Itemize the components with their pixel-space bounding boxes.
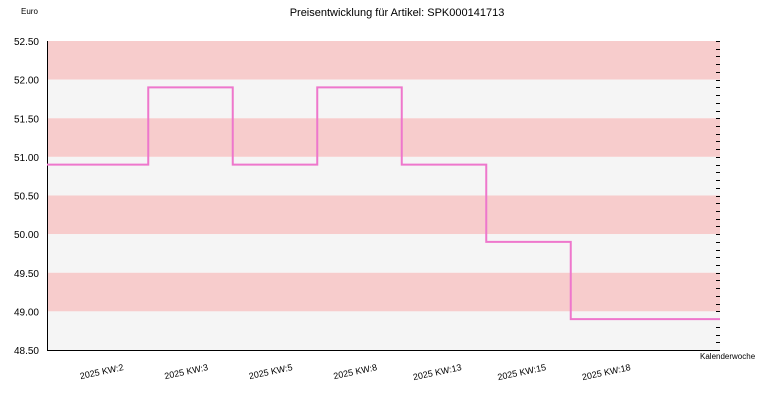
background-band bbox=[47, 118, 720, 157]
x-axis-label: Kalenderwoche bbox=[700, 352, 756, 361]
background-band bbox=[47, 41, 720, 80]
y-axis-label: Euro bbox=[21, 7, 38, 16]
x-tick-label: 2025 KW:13 bbox=[412, 362, 462, 382]
series-line bbox=[47, 86, 720, 321]
x-tick-label: 2025 KW:15 bbox=[497, 362, 547, 382]
chart-title: Preisentwicklung für Artikel: SPK0001417… bbox=[290, 7, 505, 19]
axes bbox=[47, 41, 720, 351]
y-tick-label: 49.50 bbox=[14, 269, 39, 280]
y-tick-label: 50.00 bbox=[14, 230, 39, 241]
y-tick-label: 50.50 bbox=[14, 192, 39, 203]
y-tick-label: 52.00 bbox=[14, 76, 39, 87]
background-band bbox=[47, 272, 720, 312]
series-line-group bbox=[47, 86, 720, 321]
y-tick-label: 52.50 bbox=[14, 37, 39, 48]
background-bands bbox=[47, 41, 720, 350]
background-band bbox=[47, 311, 720, 350]
y-tick-label: 51.50 bbox=[14, 114, 39, 125]
x-tick-labels: 2025 KW:2 2025 KW:3 2025 KW:5 2025 KW:8 2025… bbox=[79, 362, 631, 382]
y-tick-label: 51.00 bbox=[14, 153, 39, 164]
x-tick-label: 2025 KW:5 bbox=[248, 362, 293, 381]
y-tick-labels: 48.50 49.00 49.50 50.00 50.50 51.00 51.50 52.00… bbox=[14, 37, 39, 357]
background-band bbox=[47, 156, 720, 196]
y-tick-label: 48.50 bbox=[14, 346, 39, 357]
background-band bbox=[47, 234, 720, 273]
background-band bbox=[47, 79, 720, 119]
background-band bbox=[47, 195, 720, 235]
x-tick-label: 2025 KW:8 bbox=[332, 362, 377, 381]
x-tick-label: 2025 KW:18 bbox=[581, 362, 631, 382]
y-tick-label: 49.00 bbox=[14, 307, 39, 318]
x-tick-label: 2025 KW:2 bbox=[79, 362, 124, 381]
x-tick-label: 2025 KW:3 bbox=[163, 362, 208, 381]
